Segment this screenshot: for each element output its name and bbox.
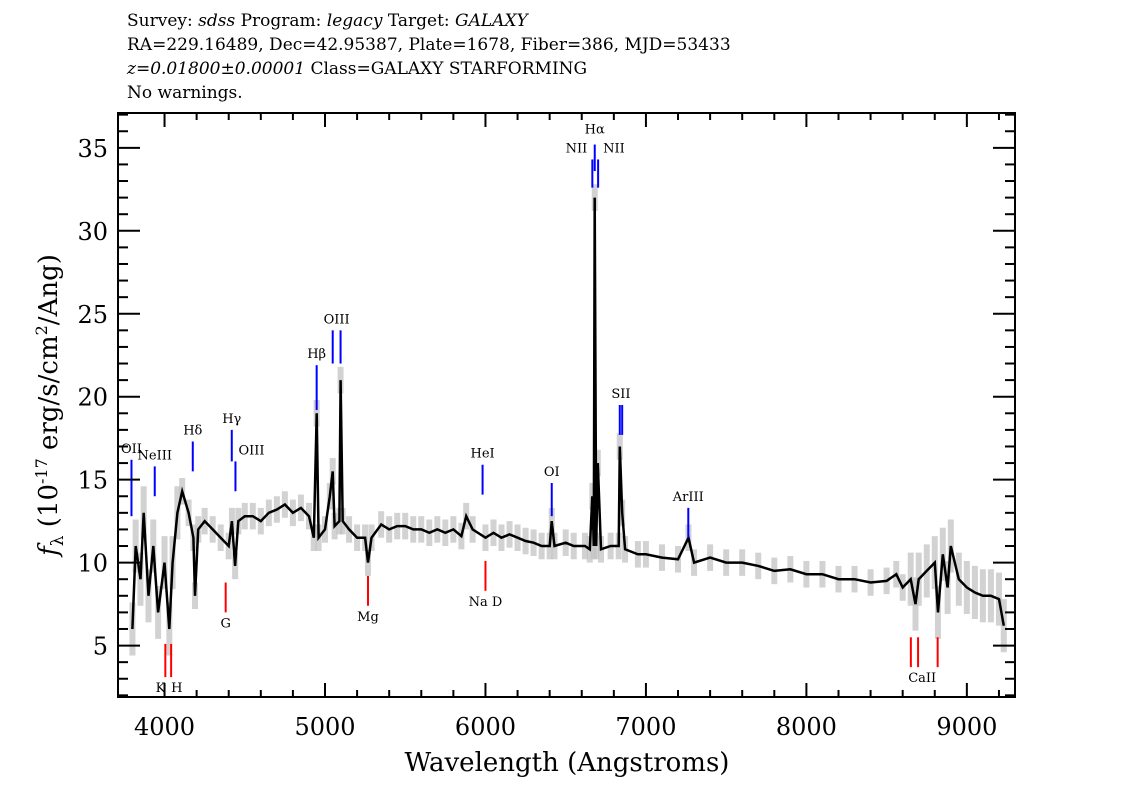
line-marker-oi: OI xyxy=(544,465,560,517)
marker-label: NII xyxy=(603,141,625,156)
line-marker-g: G xyxy=(220,582,231,631)
y-tick-label: 20 xyxy=(77,384,108,412)
line-marker-h: H xyxy=(170,643,182,696)
line-marker-mg: Mg xyxy=(357,575,379,625)
line-marker-oiii: OIII xyxy=(234,443,265,492)
line-marker-neiii: NeIII xyxy=(138,448,172,497)
marker-label: NeIII xyxy=(138,448,172,463)
line-marker-ariii: ArIII xyxy=(672,490,704,538)
header-line-2: RA=229.16489, Dec=42.95387, Plate=1678, … xyxy=(127,35,731,55)
class: Class=GALAXY STARFORMING xyxy=(305,59,587,79)
marker-label: CaII xyxy=(908,671,936,686)
marker-label: OIII xyxy=(238,443,264,458)
header-line-3: z=0.01800±0.00001 Class=GALAXY STARFORMI… xyxy=(126,59,587,79)
line-marker-na-d: Na D xyxy=(469,560,503,610)
marker-label: HeI xyxy=(470,447,494,462)
marker-label: G xyxy=(220,616,230,631)
y-tick-label: 15 xyxy=(77,467,108,495)
y-tick-label: 25 xyxy=(77,301,108,329)
y-tick-label: 5 xyxy=(93,633,108,661)
plot-frame xyxy=(117,112,1016,698)
redshift: z=0.01800±0.00001 xyxy=(126,59,305,79)
line-marker-sii: SII xyxy=(611,387,631,435)
program-value: legacy xyxy=(327,11,383,31)
line-marker-oiii: OIII xyxy=(324,312,350,364)
line-marker-nii: NII xyxy=(597,141,625,188)
target-label: Target: xyxy=(382,11,455,31)
y-tick-label: 30 xyxy=(77,218,108,246)
marker-label: Mg xyxy=(357,610,379,625)
y-tick-label: 10 xyxy=(77,550,108,578)
x-tick-label: 4000 xyxy=(134,713,195,741)
target-value: GALAXY xyxy=(455,11,530,31)
x-tick-label: 7000 xyxy=(615,713,676,741)
line-marker-hβ: Hβ xyxy=(307,347,326,410)
y-tick-label: 35 xyxy=(77,135,108,163)
line-marker-caii: CaII xyxy=(908,637,939,686)
x-tick-label: 8000 xyxy=(776,713,837,741)
line-marker-hδ: Hδ xyxy=(183,424,203,472)
marker-label: ArIII xyxy=(672,490,704,505)
line-marker-hγ: Hγ xyxy=(222,412,242,462)
line-marker-nii: NII xyxy=(566,141,594,188)
marker-label: NII xyxy=(566,141,588,156)
marker-label: H xyxy=(171,681,182,696)
marker-label: Hα xyxy=(585,123,605,138)
flux-line xyxy=(131,197,1006,630)
survey-value: sdss xyxy=(198,11,235,31)
line-marker-hα: Hα xyxy=(585,123,605,172)
marker-label: Hβ xyxy=(307,347,326,362)
axis-ticks: 4000 5000 6000 7000 8000 9000 5 10 15 20 25 30 35 xyxy=(77,113,1015,741)
header: Survey: sdss Program: legacy Target: GAL… xyxy=(126,11,731,103)
marker-label: OI xyxy=(544,465,560,480)
header-line-1: Survey: sdss Program: legacy Target: GAL… xyxy=(127,11,530,31)
plot-area: OIINeIIIHδHγOIIIHβOIIIHeIOINIIHαNIISIIAr… xyxy=(121,123,1007,696)
x-tick-label: 6000 xyxy=(455,713,516,741)
marker-label: Na D xyxy=(469,595,503,610)
header-line-4: No warnings. xyxy=(127,83,243,103)
line-marker-k: K xyxy=(156,643,167,696)
x-axis-label: Wavelength (Angstroms) xyxy=(405,748,730,778)
marker-label: SII xyxy=(611,387,630,402)
x-tick-label: 5000 xyxy=(294,713,355,741)
x-tick-label: 9000 xyxy=(936,713,997,741)
marker-label: Hγ xyxy=(222,412,241,427)
marker-label: K xyxy=(156,681,166,696)
marker-label: OIII xyxy=(324,312,350,327)
survey-label: Survey: xyxy=(127,11,198,31)
line-marker-hei: HeI xyxy=(470,447,495,495)
y-axis-label: fλ (10-17 erg/s/cm2/Ang) xyxy=(32,254,68,558)
program-label: Program: xyxy=(235,11,327,31)
marker-label: Hδ xyxy=(183,424,202,439)
